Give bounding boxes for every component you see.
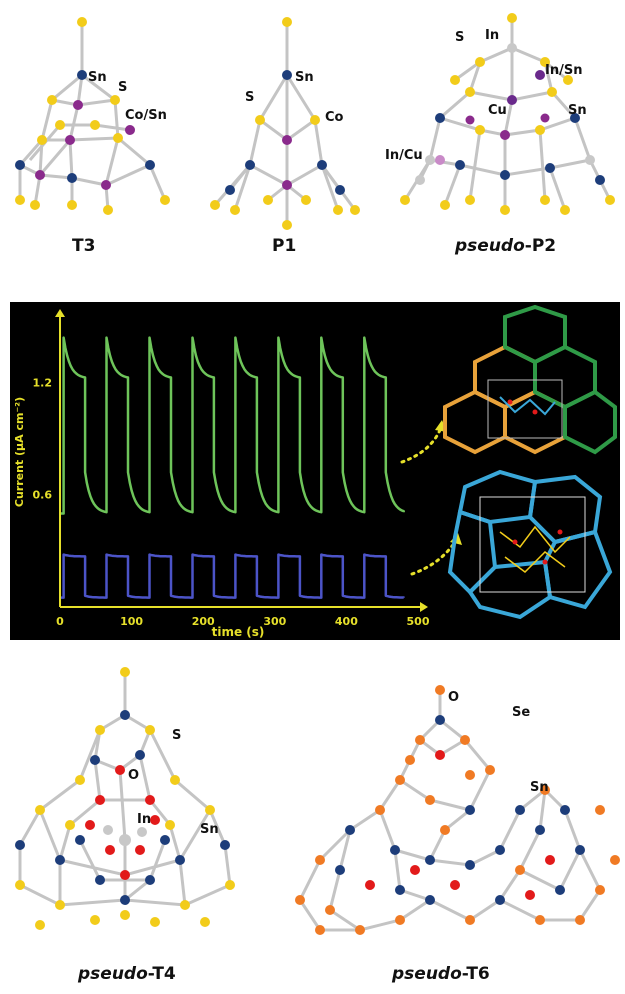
t3-structure: [15, 17, 170, 215]
t3-label-s: S: [118, 80, 128, 95]
p2-label-in-cu: In/Cu: [385, 148, 423, 163]
bottom-structures: [15, 667, 620, 935]
top-structures: [15, 13, 615, 230]
t4-label-s: S: [172, 728, 182, 743]
p1-label-co: Co: [325, 110, 344, 125]
x-axis-arrow: [420, 602, 428, 612]
pseudo-t4-name: pseudo-T4: [78, 964, 176, 984]
p2-label-in: In: [485, 28, 500, 43]
p2-label-s: S: [455, 30, 465, 45]
p1-label-sn: Sn: [295, 70, 314, 85]
x-tick-label: 400: [335, 615, 358, 628]
p2-label-sn: Sn: [568, 103, 587, 118]
x-tick-label: 100: [120, 615, 143, 628]
t4-label-o: O: [128, 768, 140, 783]
p2-label-in-sn: In/Sn: [545, 63, 583, 78]
p2-label-cu: Cu: [488, 103, 507, 118]
orange-green-framework: [443, 304, 617, 455]
p1-structure: [210, 17, 360, 230]
t4-label-sn: Sn: [200, 822, 219, 837]
x-tick-label: 200: [192, 615, 215, 628]
y-axis-arrow: [55, 309, 65, 317]
t3-name: T3: [72, 236, 96, 256]
arrow-to-green-net: [400, 428, 442, 464]
p1-name: P1: [272, 236, 297, 256]
pseudo-t4-structure: [15, 667, 235, 930]
t4-label-in: In: [137, 812, 152, 827]
pseudo-t6-name: pseudo-T6: [392, 964, 490, 984]
pseudo-p2-name: pseudo-P2: [455, 236, 557, 256]
green-photocurrent-series: [60, 336, 405, 515]
x-axis-label: time (s): [212, 625, 265, 639]
t6-label-o: O: [448, 690, 460, 705]
x-tick-label: 500: [407, 615, 430, 628]
pseudo-t6-structure: [295, 685, 620, 935]
blue-framework: [447, 469, 613, 620]
t6-label-se: Se: [512, 705, 531, 720]
p1-label-s: S: [245, 90, 255, 105]
y-tick-label: 0.6: [33, 489, 53, 502]
blue-photocurrent-series: [60, 553, 405, 599]
y-tick-label: 1.2: [33, 376, 53, 389]
x-tick-label: 300: [263, 615, 286, 628]
t6-label-sn: Sn: [530, 780, 549, 795]
y-axis-label: Current (μA cm⁻²): [13, 397, 26, 507]
t3-label-sn: Sn: [88, 70, 107, 85]
photocurrent-chart: 0 100 200 300 400 500 0.6 1.2 time (s) Current …: [13, 304, 617, 639]
pseudo-p2-structure: [400, 13, 615, 215]
t3-label-co-sn: Co/Sn: [125, 108, 167, 123]
x-tick-label: 0: [56, 615, 64, 628]
photocurrent-chart-panel: 0 100 200 300 400 500 0.6 1.2 time (s) Current …: [10, 302, 620, 640]
